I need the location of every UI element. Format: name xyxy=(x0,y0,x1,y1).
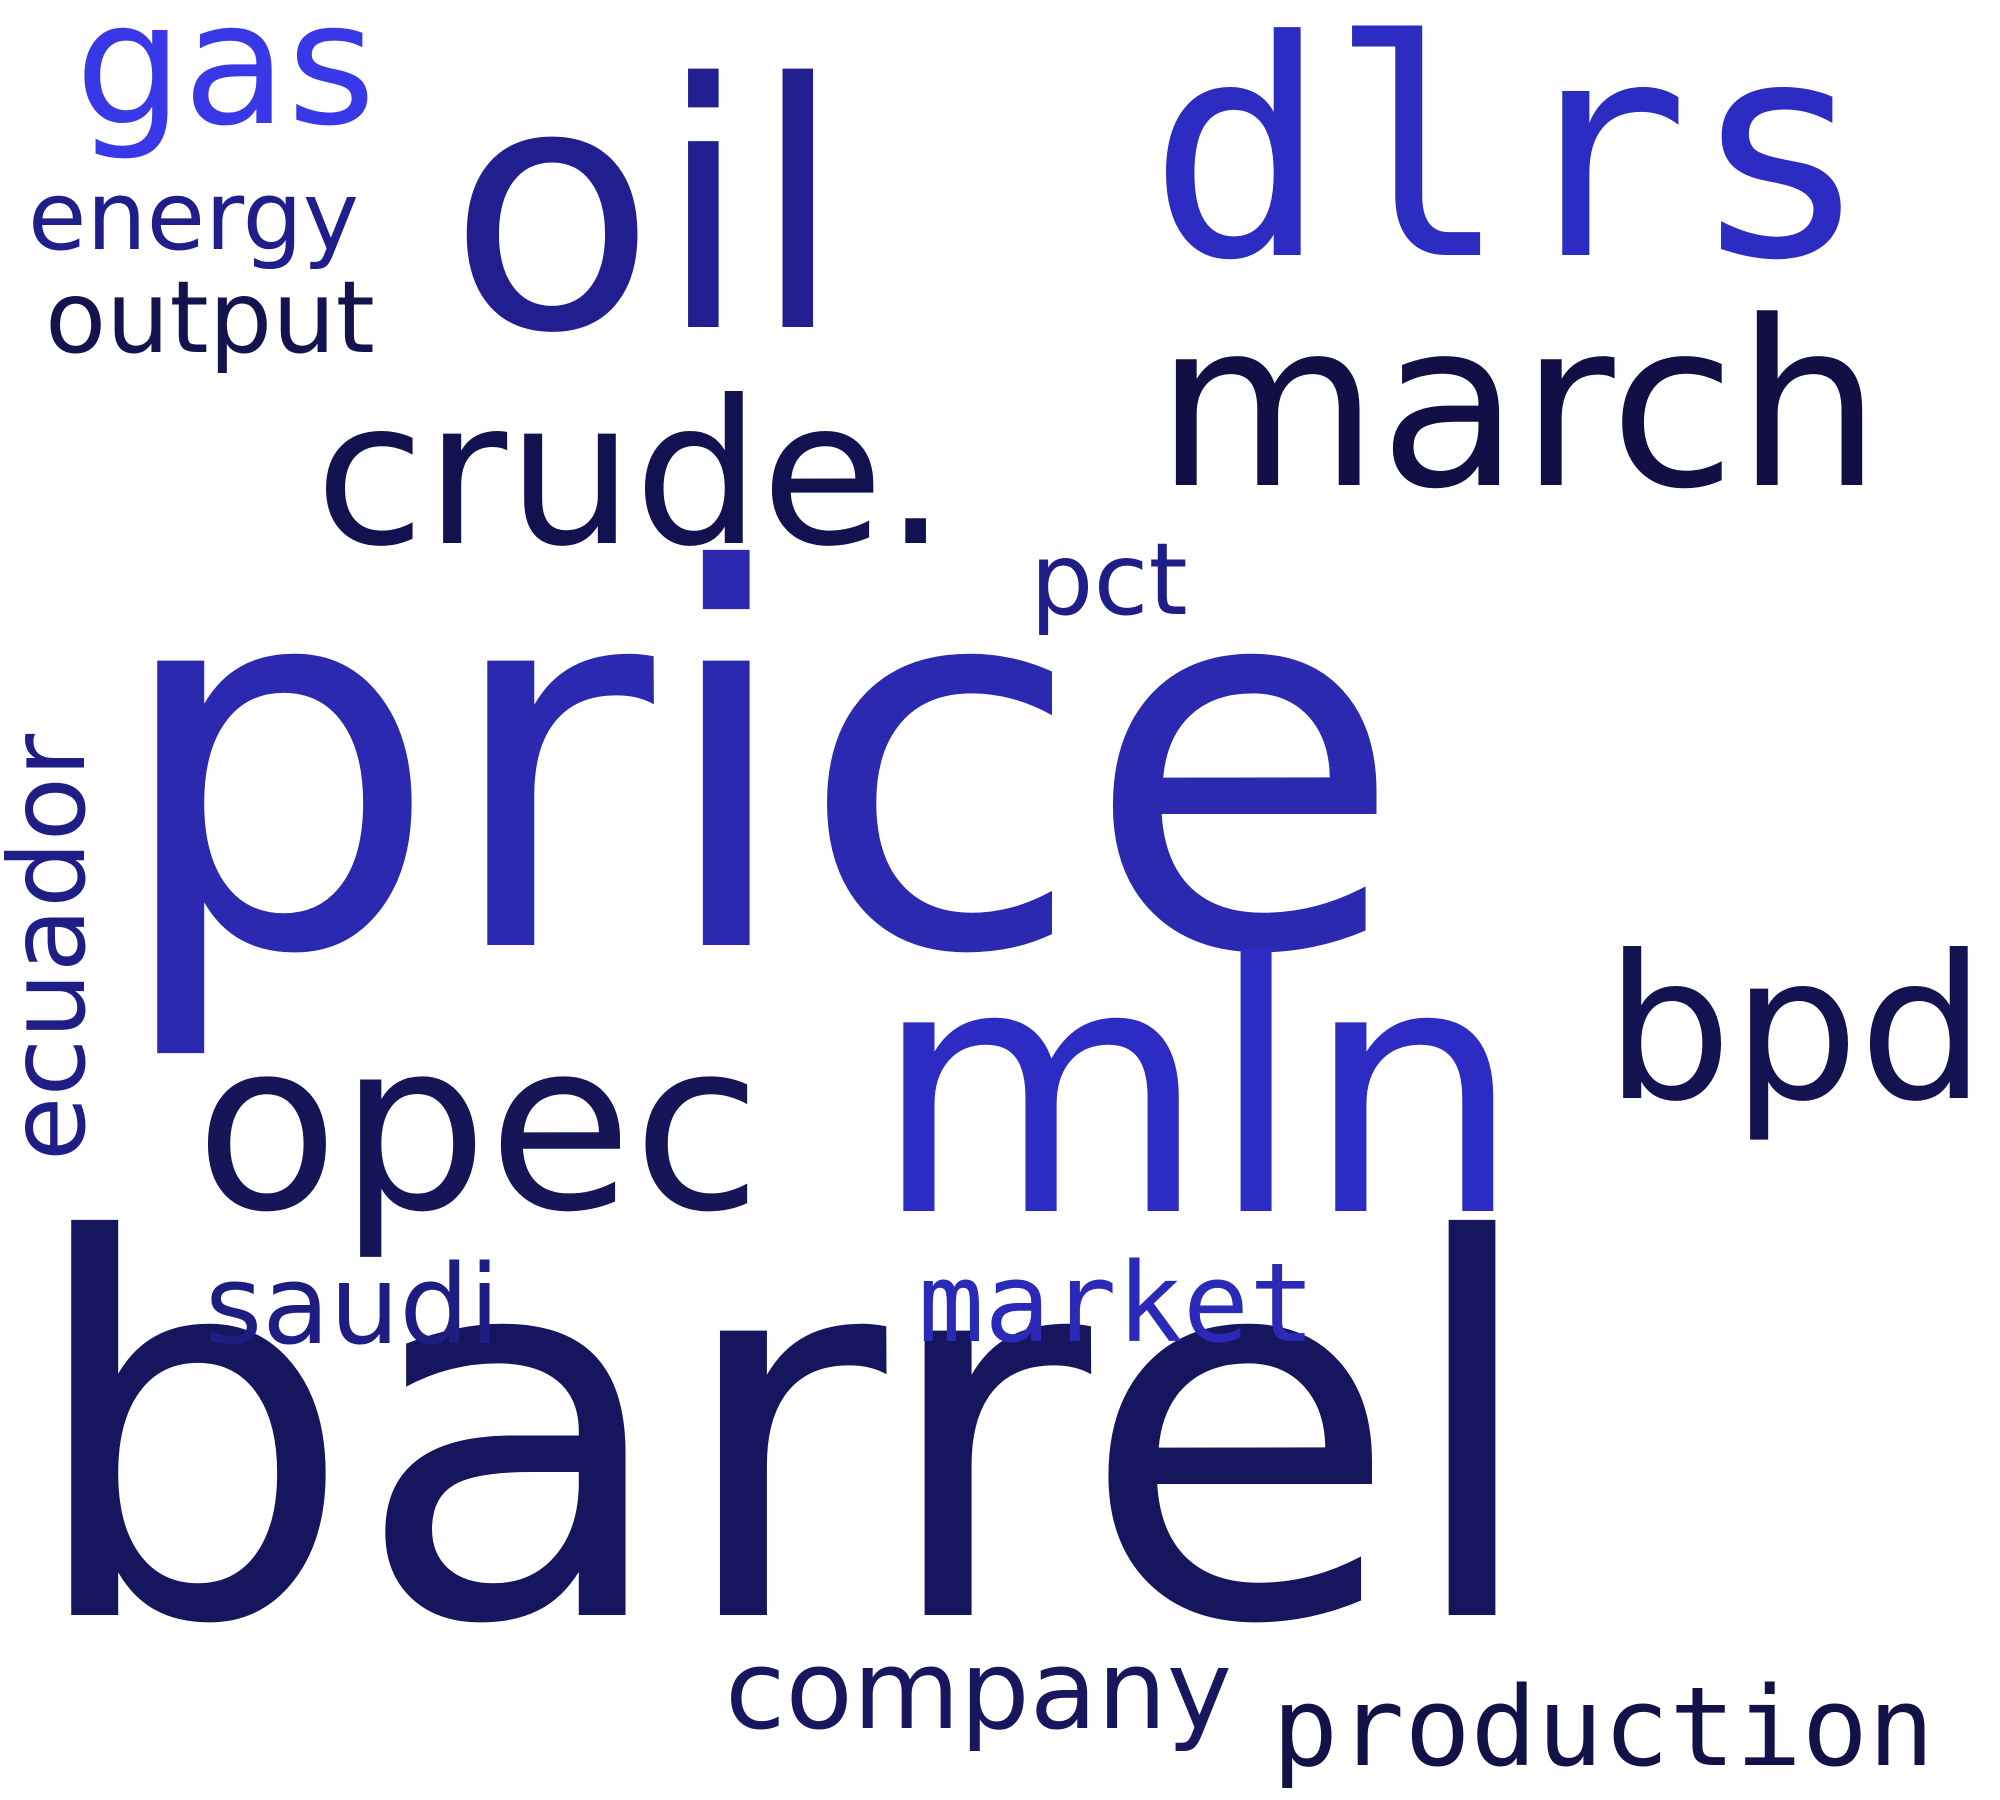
word-opec: opec xyxy=(195,991,762,1264)
word-mln: mln xyxy=(872,892,1523,1293)
word-energy: energy xyxy=(28,162,360,272)
word-pct: pct xyxy=(1030,521,1188,638)
word-dlrs: dlrs xyxy=(1148,0,1871,326)
word-market: market xyxy=(918,1239,1316,1367)
word-price: price xyxy=(110,462,1405,1068)
word-company: company xyxy=(725,1626,1232,1754)
word-march: march xyxy=(1155,273,1882,540)
word-bpd: bpd xyxy=(1605,913,1986,1146)
word-barrel: barrel xyxy=(24,1132,1545,1738)
word-gas: gas xyxy=(75,0,376,164)
word-oil: oil xyxy=(448,12,845,408)
word-ecuador: ecuador xyxy=(0,733,110,1162)
word-crude: crude. xyxy=(315,358,948,591)
word-production: production xyxy=(1272,1663,1935,1791)
word-output: output xyxy=(45,259,375,376)
word-saudi: saudi xyxy=(205,1241,500,1369)
